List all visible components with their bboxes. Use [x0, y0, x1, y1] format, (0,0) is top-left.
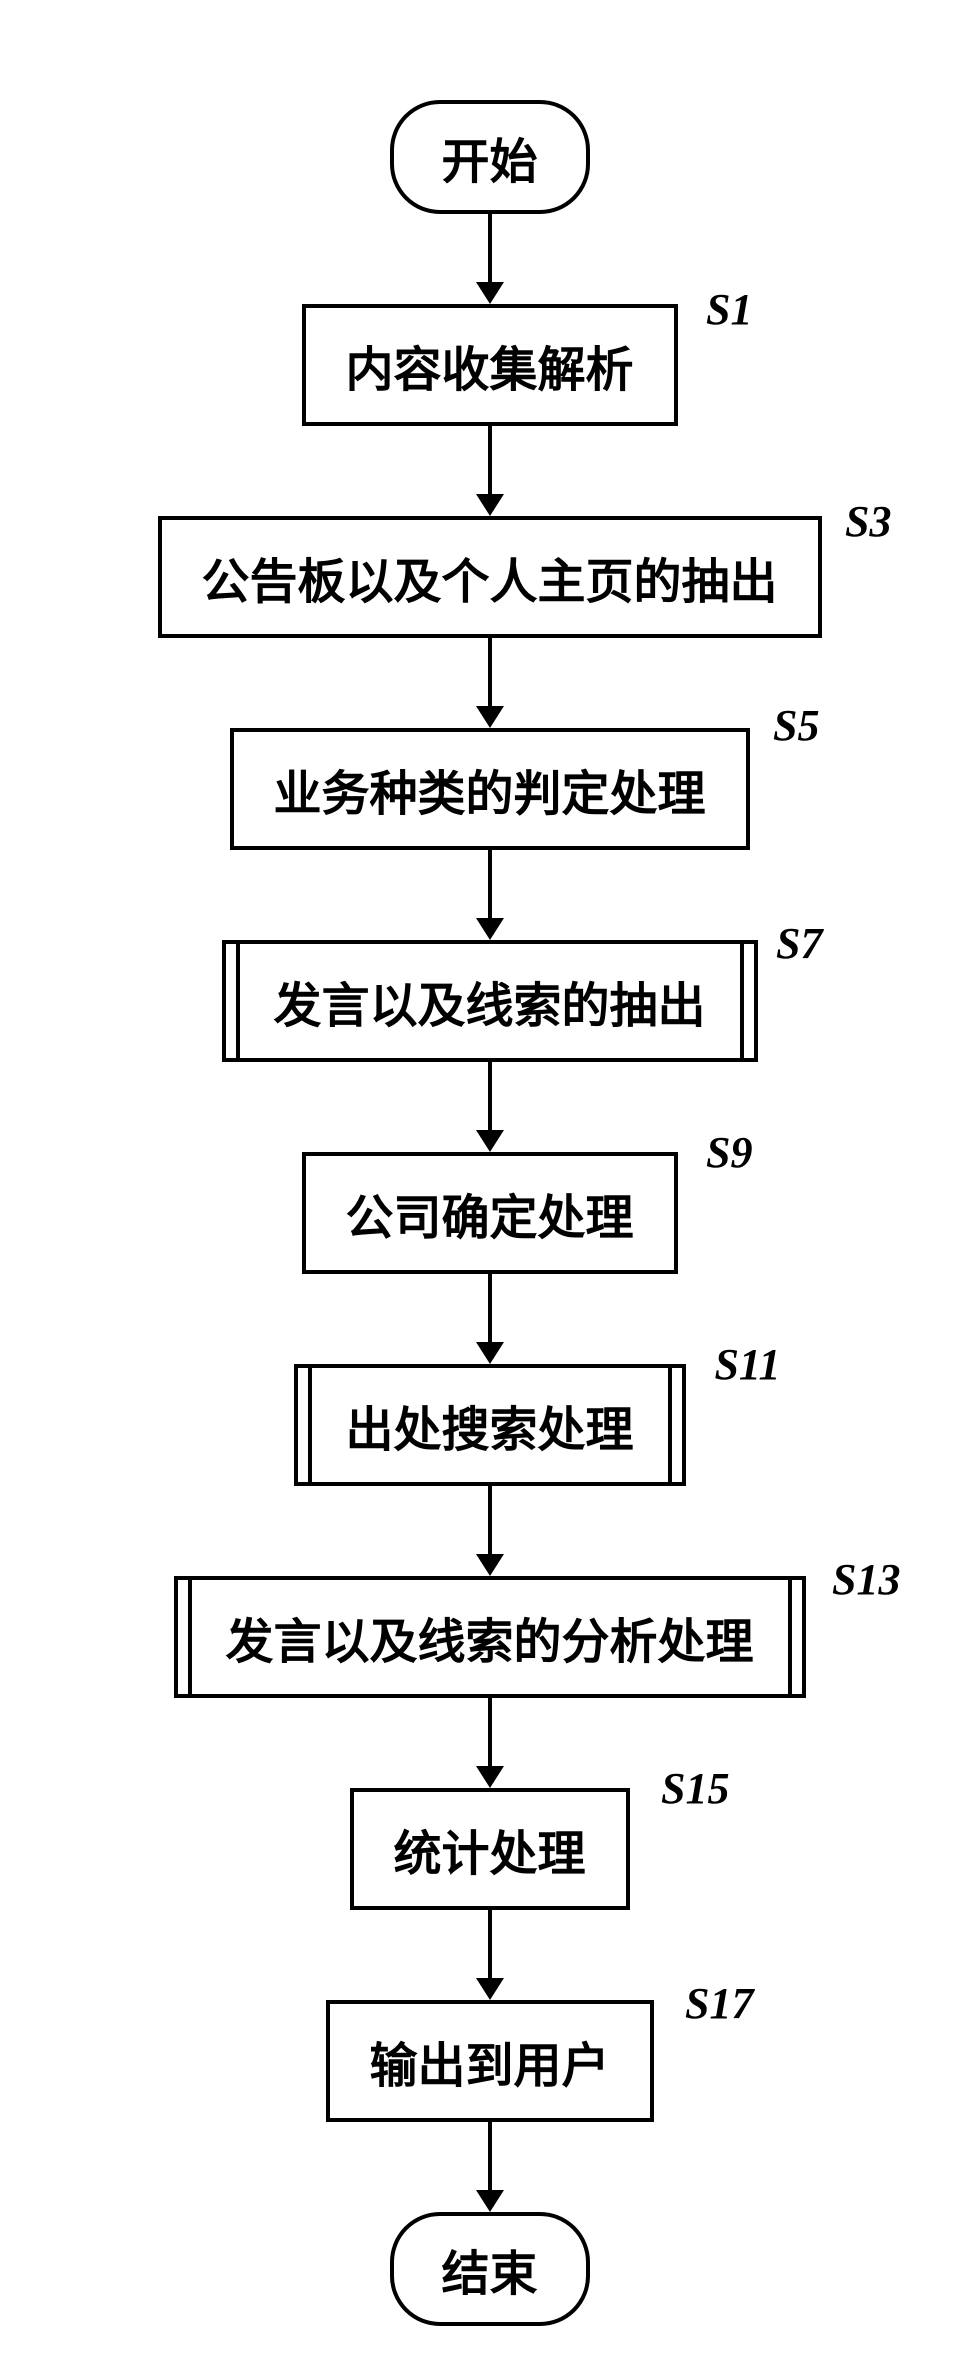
arrow — [475, 638, 503, 728]
step-s17-label: S17 — [685, 1978, 753, 2029]
step-s17-wrapper: 输出到用户 S17 — [325, 2000, 653, 2122]
step-s5-label: S5 — [773, 700, 819, 751]
step-s11-wrapper: 出处搜索处理 S11 — [293, 1364, 685, 1486]
step-s17: 输出到用户 — [325, 2000, 653, 2122]
step-s15-wrapper: 统计处理 S15 — [349, 1788, 629, 1910]
step-s5-wrapper: 业务种类的判定处理 S5 — [229, 728, 749, 850]
step-s3: 公告板以及个人主页的抽出 — [157, 516, 821, 638]
step-s3-label: S3 — [845, 496, 891, 547]
step-s13-wrapper: 发言以及线索的分析处理 S13 — [173, 1576, 805, 1698]
step-s15-label: S15 — [661, 1763, 729, 1814]
arrow — [475, 1910, 503, 2000]
step-s1: 内容收集解析 — [301, 304, 677, 426]
step-s13-label: S13 — [832, 1554, 900, 1605]
arrow — [475, 2122, 503, 2212]
step-s11: 出处搜索处理 — [293, 1364, 685, 1486]
step-s1-label: S1 — [706, 284, 752, 335]
start-node: 开始 — [389, 100, 589, 214]
step-s1-wrapper: 内容收集解析 S1 — [301, 304, 677, 426]
step-s3-wrapper: 公告板以及个人主页的抽出 S3 — [157, 516, 821, 638]
step-s13: 发言以及线索的分析处理 — [173, 1576, 805, 1698]
step-s15: 统计处理 — [349, 1788, 629, 1910]
flowchart-container: 开始 内容收集解析 S1 公告板以及个人主页的抽出 S3 业务种类的判定处理 S… — [157, 100, 821, 2326]
step-s5: 业务种类的判定处理 — [229, 728, 749, 850]
arrow — [475, 426, 503, 516]
arrow — [475, 1274, 503, 1364]
step-s9: 公司确定处理 — [301, 1152, 677, 1274]
arrow — [475, 1062, 503, 1152]
step-s9-label: S9 — [706, 1127, 752, 1178]
arrow — [475, 850, 503, 940]
arrow — [475, 214, 503, 304]
arrow — [475, 1486, 503, 1576]
step-s11-label: S11 — [714, 1339, 780, 1390]
step-s7-wrapper: 发言以及线索的抽出 S7 — [221, 940, 757, 1062]
end-node: 结束 — [389, 2212, 589, 2326]
step-s7: 发言以及线索的抽出 — [221, 940, 757, 1062]
step-s7-label: S7 — [776, 918, 822, 969]
arrow — [475, 1698, 503, 1788]
start-node-wrapper: 开始 — [389, 100, 589, 214]
end-node-wrapper: 结束 — [389, 2212, 589, 2326]
step-s9-wrapper: 公司确定处理 S9 — [301, 1152, 677, 1274]
